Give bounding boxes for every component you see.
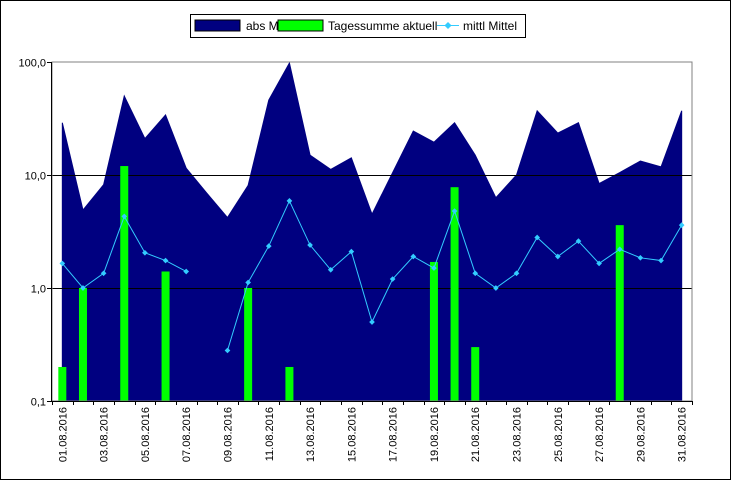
point-mittl-mittel — [431, 265, 437, 271]
bar-tagessumme — [58, 366, 67, 401]
legend-label-mittl-mittel: mittl Mittel — [463, 19, 517, 33]
axis-layer: 0,1 1,0 10,0 100,0 01.08.2016 03.08.2016 05.08… — [18, 58, 693, 462]
point-mittl-mittel — [348, 248, 355, 255]
x-tick-label: 17.08.2016 — [388, 407, 400, 462]
x-tick-label: 19.08.2016 — [429, 407, 441, 462]
area-series-abs-max — [61, 61, 683, 402]
x-tick-label: 07.08.2016 — [181, 407, 193, 462]
point-mittl-mittel — [596, 260, 602, 267]
x-tick-label: 23.08.2016 — [512, 407, 524, 462]
point-mittl-mittel — [121, 213, 128, 220]
point-mittl-mittel — [554, 253, 561, 260]
bar-tagessumme — [450, 187, 459, 401]
point-mittl-mittel — [183, 268, 190, 275]
point-mittl-mittel — [265, 243, 272, 249]
legend-swatch-tagessumme — [277, 19, 324, 32]
bar-tagessumme — [161, 271, 170, 401]
bar-tagessumme — [615, 225, 624, 401]
x-tick-label: 25.08.2016 — [553, 407, 565, 462]
legend-label-tagessumme: Tagessumme aktuell — [328, 19, 437, 33]
point-mittl-mittel — [410, 253, 417, 260]
bar-tagessumme — [285, 366, 294, 401]
legend-swatch-abs-max — [194, 19, 241, 32]
x-tick-label: 27.08.2016 — [594, 407, 606, 462]
bar-tagessumme — [471, 347, 480, 401]
y-tick-label: 0,1 — [31, 397, 46, 409]
point-mittl-mittel — [307, 242, 313, 248]
point-mittl-mittel — [616, 246, 623, 253]
point-mittl-mittel — [286, 198, 293, 204]
point-mittl-mittel — [162, 257, 169, 264]
point-mittl-mittel — [369, 319, 375, 325]
x-tick-label: 31.08.2016 — [677, 407, 689, 462]
x-tick-label: 15.08.2016 — [346, 407, 358, 462]
bar-tagessumme — [120, 166, 129, 401]
point-mittl-mittel — [327, 266, 334, 273]
y-tick-label: 100,0 — [18, 58, 46, 70]
point-mittl-mittel — [637, 254, 644, 261]
point-mittl-mittel — [80, 285, 86, 291]
x-tick-label: 01.08.2016 — [57, 407, 69, 462]
x-tick-label: 11.08.2016 — [264, 407, 276, 461]
legend-box — [190, 14, 526, 38]
x-tick-label: 29.08.2016 — [635, 407, 647, 462]
x-tick-label: 09.08.2016 — [222, 407, 234, 462]
x-tick-label: 13.08.2016 — [305, 407, 317, 462]
y-tick-label: 10,0 — [25, 171, 46, 183]
point-mittl-mittel — [451, 208, 458, 214]
bar-tagessumme — [78, 288, 87, 401]
bar-tagessumme — [244, 288, 253, 401]
area-layer — [61, 61, 683, 402]
point-mittl-mittel — [493, 285, 499, 291]
point-mittl-mittel — [472, 270, 479, 277]
point-mittl-mittel — [142, 249, 148, 256]
point-mittl-mittel — [678, 222, 685, 228]
point-mittl-mittel — [245, 279, 251, 286]
grid-layer — [52, 175, 692, 289]
legend: abs Max Tagessumme aktuell mittl Mittel — [190, 14, 526, 38]
point-mittl-mittel — [658, 257, 664, 264]
point-mittl-mittel — [575, 238, 582, 244]
bar-layer — [58, 166, 624, 401]
point-mittl-mittel — [534, 234, 540, 241]
x-tick-label: 03.08.2016 — [99, 407, 111, 462]
point-mittl-mittel — [513, 270, 520, 277]
bar-tagessumme — [429, 261, 438, 401]
legend-marker-mittl-mittel — [444, 21, 452, 30]
x-tick-label: 05.08.2016 — [140, 407, 152, 462]
line-layer — [59, 198, 685, 354]
y-tick-label: 1,0 — [31, 284, 46, 296]
point-mittl-mittel — [224, 347, 231, 354]
point-mittl-mittel — [100, 270, 107, 277]
point-mittl-mittel — [389, 276, 396, 282]
x-tick-label: 21.08.2016 — [470, 407, 482, 462]
